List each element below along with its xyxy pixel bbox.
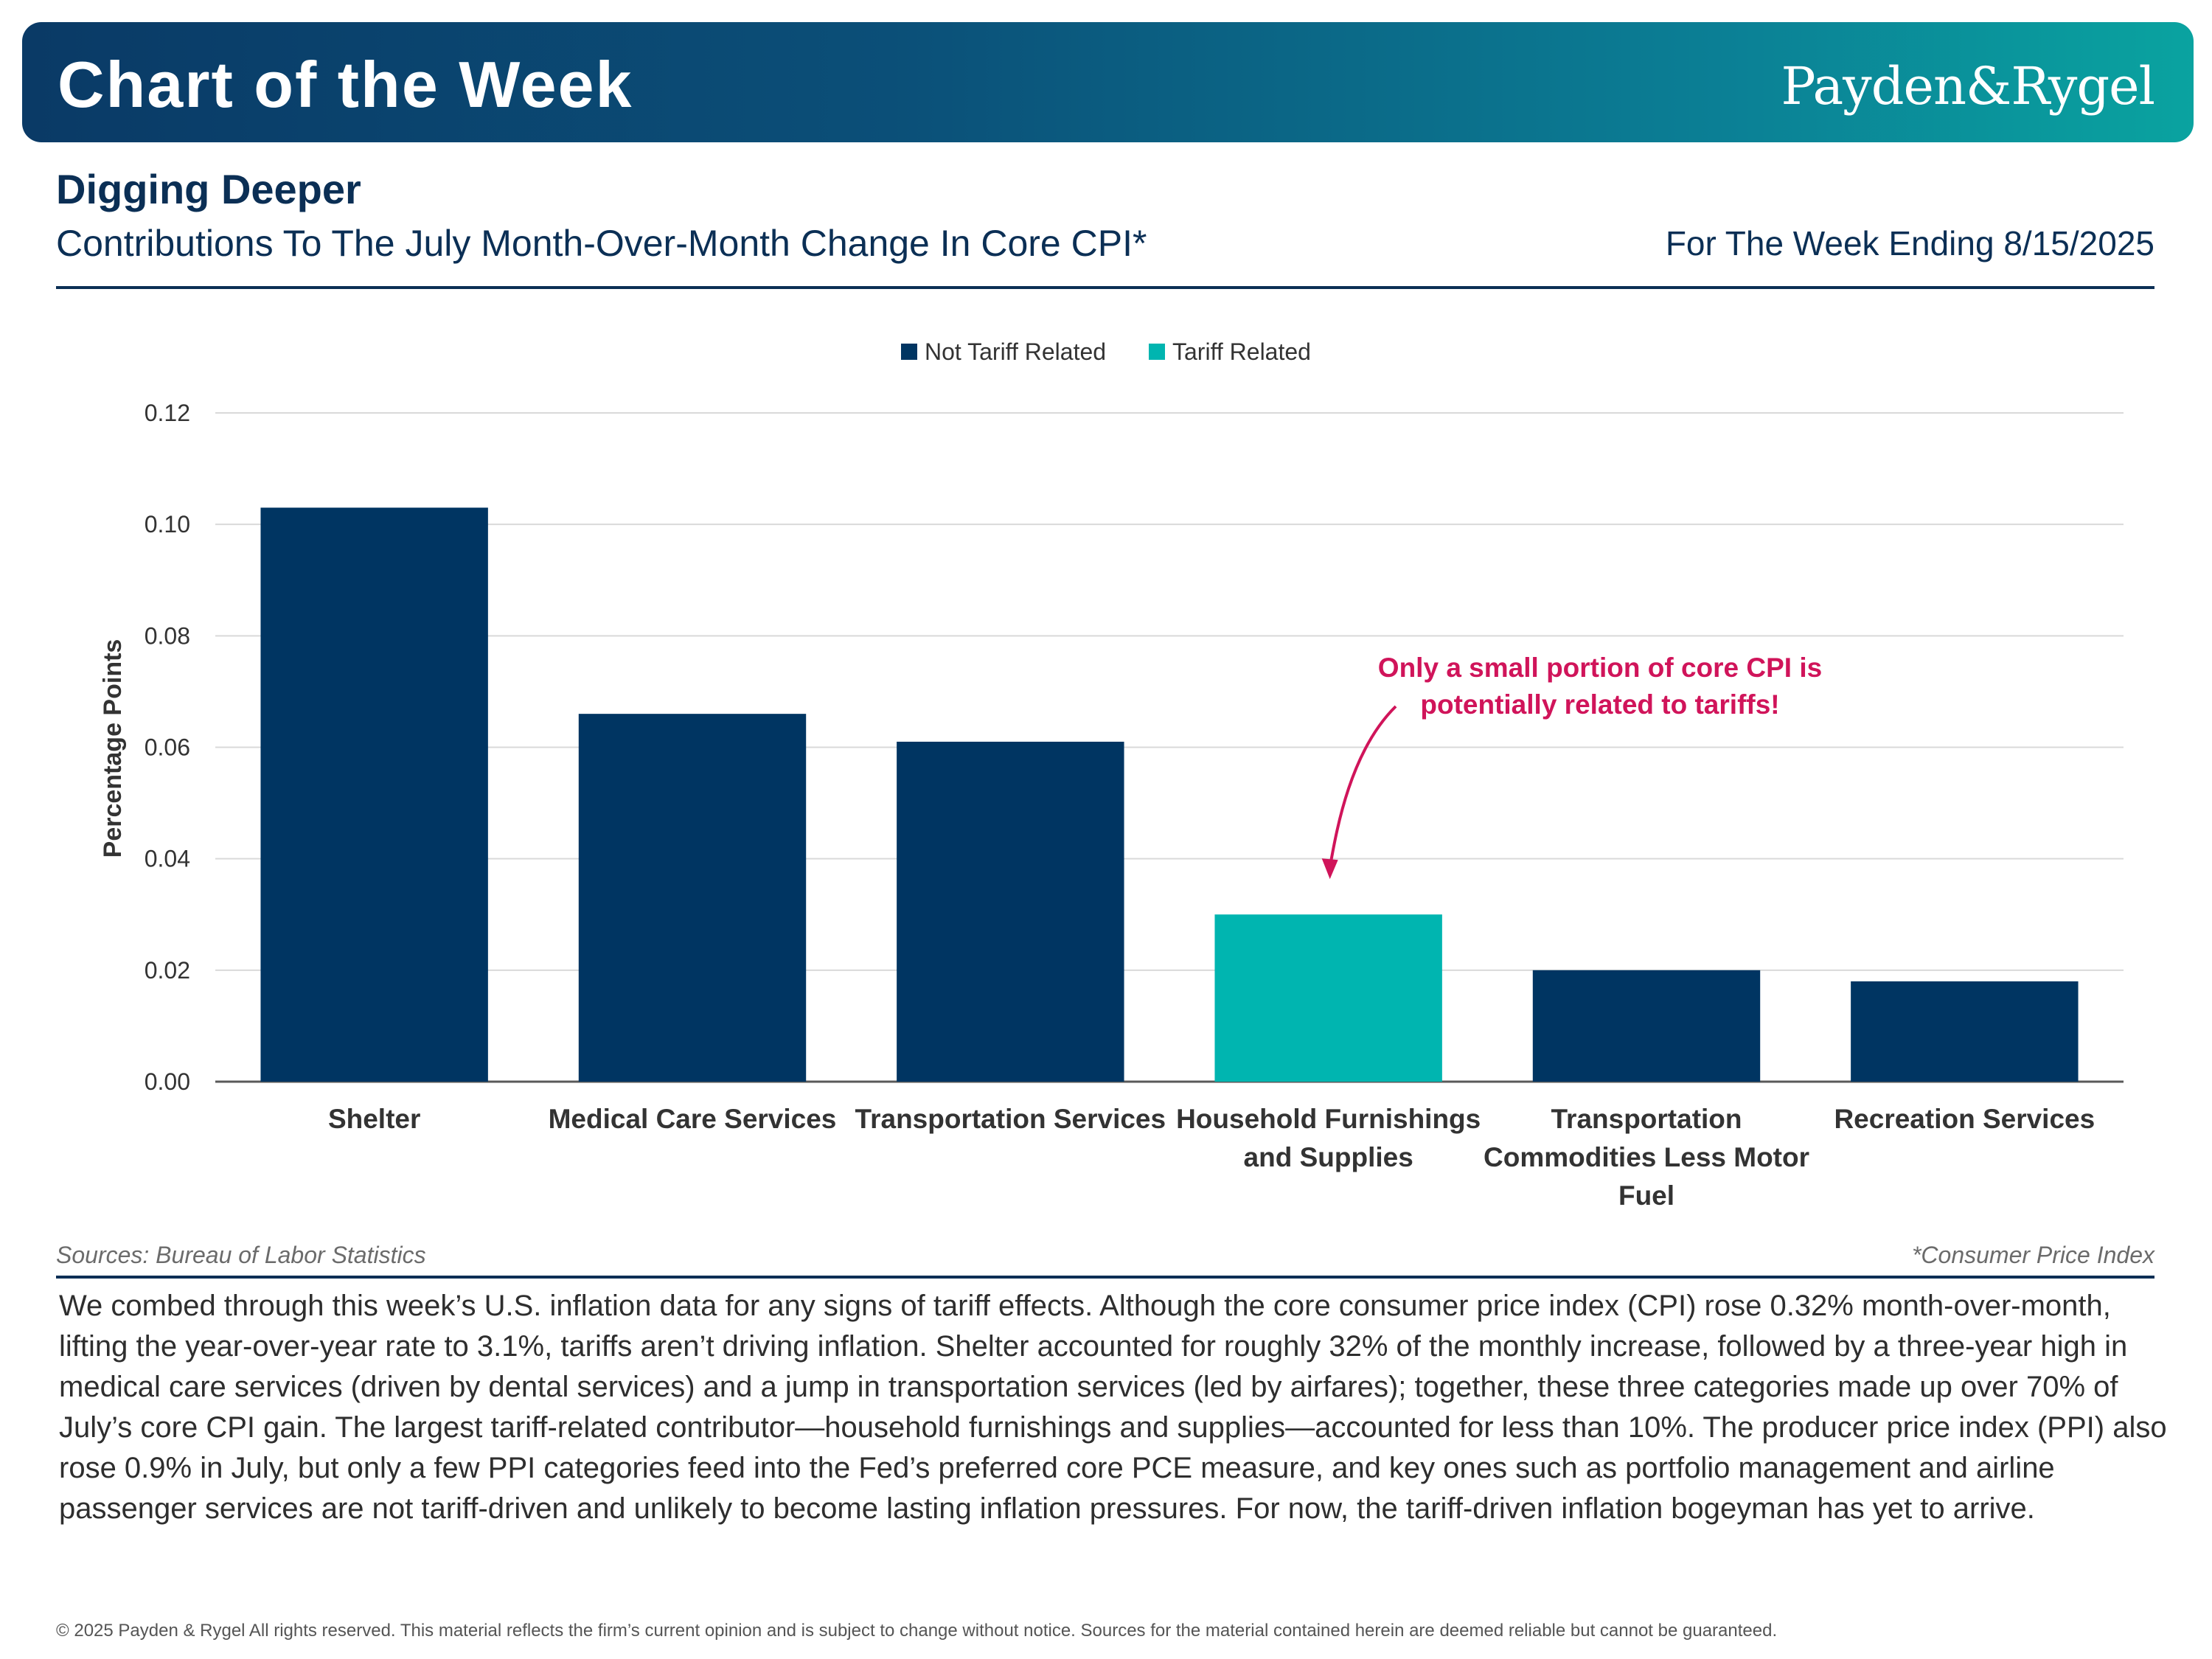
header-divider: [56, 286, 2154, 289]
y-tick-label: 0.06: [145, 734, 190, 761]
x-category-label: Recreation Services: [1834, 1104, 2095, 1134]
y-tick-label: 0.08: [145, 622, 190, 649]
x-category-label: Transportation Commodities Less Motor Fuel: [1484, 1104, 1809, 1211]
y-tick-label: 0.00: [145, 1068, 190, 1095]
chart-bars: [260, 507, 2079, 1082]
sources-note: Sources: Bureau of Labor Statistics: [56, 1242, 426, 1268]
y-axis-label: Percentage Points: [99, 639, 127, 858]
x-axis-categories: Shelter Medical Care Services Transportati…: [328, 1104, 2095, 1211]
y-tick-label: 0.10: [145, 511, 190, 538]
annotation-arrow: [1328, 705, 1397, 868]
chart-legend: Not Tariff Related Tariff Related: [901, 338, 1311, 365]
y-tick-label: 0.04: [145, 846, 190, 872]
section-title: Digging Deeper: [56, 166, 361, 212]
bar: [897, 741, 1124, 1082]
bar: [1214, 914, 1442, 1082]
bar: [260, 507, 488, 1082]
bar-chart: Not Tariff Related Tariff Related 0.000.0…: [99, 338, 2124, 1211]
header-banner: [22, 22, 2194, 142]
legend-swatch: [1149, 344, 1165, 360]
legend-label: Tariff Related: [1172, 338, 1311, 365]
chart-gridlines: [215, 412, 2124, 1083]
banner-title: Chart of the Week: [58, 48, 633, 121]
footnote: *Consumer Price Index: [1911, 1242, 2154, 1268]
y-tick-label: 0.12: [145, 400, 190, 426]
footer-divider: [56, 1276, 2154, 1279]
x-category-label: Medical Care Services: [549, 1104, 837, 1134]
x-category-label: Household Furnishings and Supplies: [1176, 1104, 1481, 1172]
legend-swatch: [901, 344, 917, 360]
bar: [578, 714, 807, 1082]
bar: [1532, 970, 1761, 1082]
chart-subtitle: Contributions To The July Month-Over-Mon…: [56, 223, 1147, 264]
y-tick-label: 0.02: [145, 957, 190, 984]
annotation-text: Only a small portion of core CPI is poten…: [1378, 653, 1822, 720]
annotation-arrowhead: [1321, 858, 1338, 880]
company-logo: Payden&Rygel: [1781, 56, 2155, 116]
legend-label: Not Tariff Related: [925, 338, 1106, 365]
y-axis-ticks: 0.00 0.02 0.04 0.06 0.08 0.10 0.12: [145, 400, 190, 1095]
chart-annotation: Only a small portion of core CPI is poten…: [1321, 653, 1822, 880]
x-category-label: Shelter: [328, 1104, 420, 1134]
bar: [1851, 981, 2079, 1082]
commentary-text: We combed through this week’s U.S. infla…: [59, 1290, 2167, 1525]
week-ending-label: For The Week Ending 8/15/2025: [1665, 224, 2154, 262]
x-category-label: Transportation Services: [855, 1104, 1166, 1134]
copyright-notice: © 2025 Payden & Rygel All rights reserve…: [56, 1621, 1778, 1641]
